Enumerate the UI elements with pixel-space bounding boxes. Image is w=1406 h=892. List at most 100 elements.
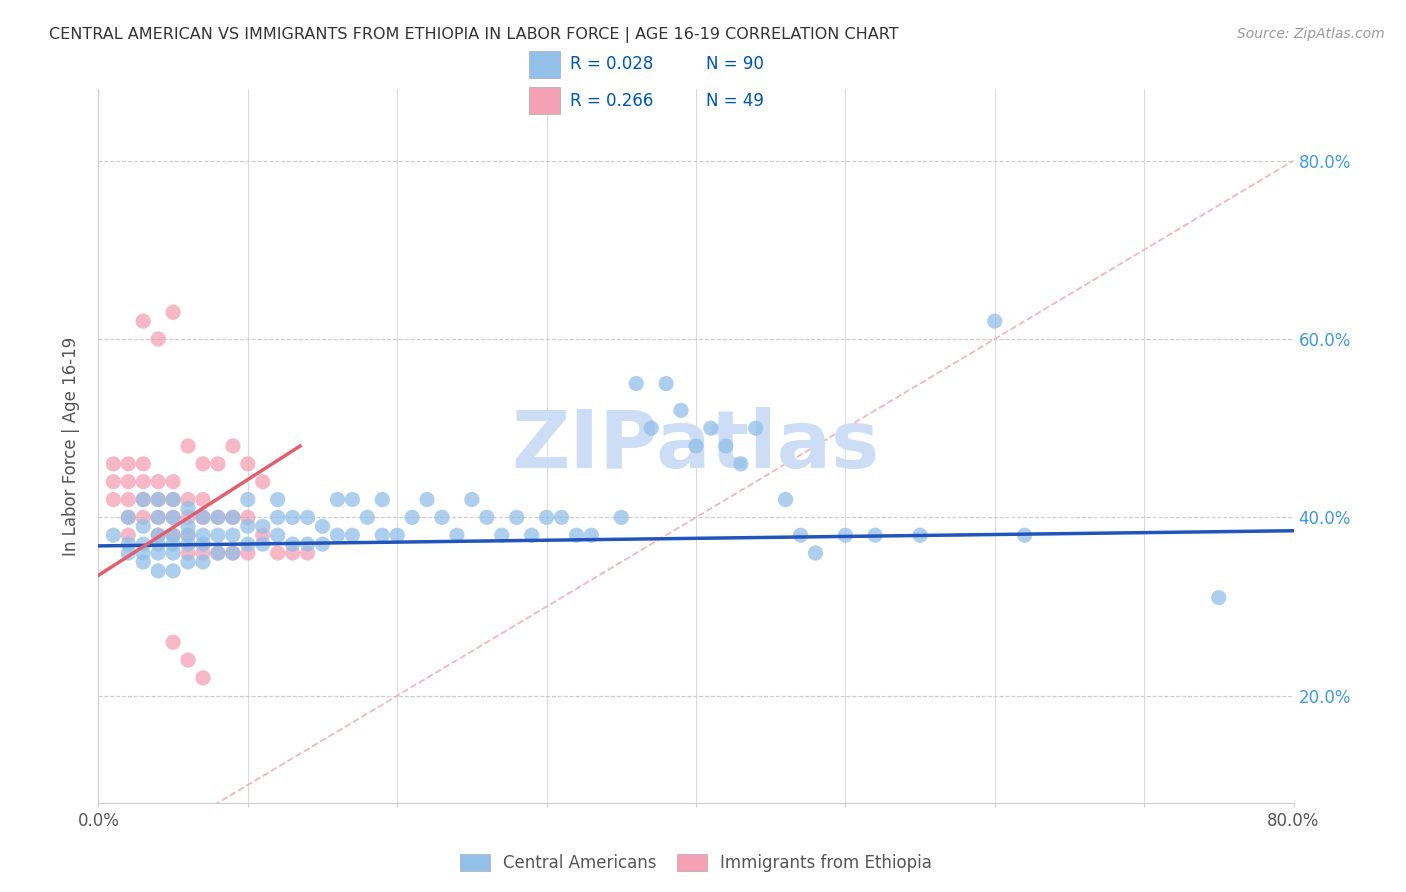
Point <box>311 537 333 551</box>
Point <box>103 492 125 507</box>
Point <box>267 510 290 524</box>
Point <box>236 492 259 507</box>
Point <box>252 537 274 551</box>
Point <box>117 457 139 471</box>
Point <box>297 537 319 551</box>
Point <box>191 510 214 524</box>
Point <box>281 546 304 560</box>
Point <box>207 546 229 560</box>
Point <box>132 492 155 507</box>
Point <box>103 475 125 489</box>
Point <box>297 546 319 560</box>
Point <box>207 546 229 560</box>
Text: ZIPatlas: ZIPatlas <box>512 407 880 485</box>
Point <box>222 510 245 524</box>
Point <box>908 528 931 542</box>
Point <box>804 546 827 560</box>
Point <box>236 519 259 533</box>
Point <box>461 492 484 507</box>
Bar <box>530 87 561 114</box>
Point <box>669 403 692 417</box>
Point <box>103 457 125 471</box>
Text: N = 49: N = 49 <box>706 92 763 110</box>
Point <box>475 510 498 524</box>
Point <box>117 537 139 551</box>
Point <box>132 537 155 551</box>
Point <box>207 510 229 524</box>
Point <box>162 528 184 542</box>
Point <box>177 501 200 516</box>
Point <box>401 510 423 524</box>
Point <box>222 546 245 560</box>
Point <box>148 564 170 578</box>
Point <box>745 421 768 435</box>
Point <box>865 528 887 542</box>
Point <box>191 528 214 542</box>
Point <box>148 332 170 346</box>
Point <box>297 510 319 524</box>
Point <box>252 519 274 533</box>
Point <box>565 528 588 542</box>
Point <box>252 528 274 542</box>
Point <box>984 314 1007 328</box>
Point <box>162 546 184 560</box>
Point <box>148 510 170 524</box>
Y-axis label: In Labor Force | Age 16-19: In Labor Force | Age 16-19 <box>62 336 80 556</box>
Point <box>177 528 200 542</box>
Point <box>103 528 125 542</box>
Point <box>177 519 200 533</box>
Point <box>132 555 155 569</box>
Point <box>222 510 245 524</box>
Point <box>117 510 139 524</box>
Point <box>222 528 245 542</box>
Point <box>640 421 662 435</box>
Point <box>655 376 678 391</box>
Point <box>132 510 155 524</box>
Point <box>177 546 200 560</box>
Point <box>162 492 184 507</box>
Point <box>252 475 274 489</box>
Point <box>491 528 513 542</box>
Point <box>177 510 200 524</box>
Point <box>506 510 529 524</box>
Bar <box>530 51 561 78</box>
Point <box>148 492 170 507</box>
Point <box>834 528 856 542</box>
Point <box>326 528 349 542</box>
Point <box>207 457 229 471</box>
Point <box>132 475 155 489</box>
Point <box>177 528 200 542</box>
Point <box>148 546 170 560</box>
Point <box>191 671 214 685</box>
Point <box>177 492 200 507</box>
Point <box>191 492 214 507</box>
Point <box>430 510 453 524</box>
Point <box>520 528 543 542</box>
Point <box>162 564 184 578</box>
Point <box>191 555 214 569</box>
Point <box>162 305 184 319</box>
Point <box>207 528 229 542</box>
Point <box>132 546 155 560</box>
Point <box>117 475 139 489</box>
Legend: Central Americans, Immigrants from Ethiopia: Central Americans, Immigrants from Ethio… <box>451 846 941 880</box>
Point <box>132 519 155 533</box>
Point <box>267 492 290 507</box>
Point <box>342 492 364 507</box>
Point <box>385 528 409 542</box>
Point <box>1014 528 1036 542</box>
Point <box>536 510 558 524</box>
Point <box>162 510 184 524</box>
Point <box>236 537 259 551</box>
Point <box>177 653 200 667</box>
Point <box>117 546 139 560</box>
Point <box>132 457 155 471</box>
Point <box>148 528 170 542</box>
Point <box>281 510 304 524</box>
Point <box>191 457 214 471</box>
Text: R = 0.028: R = 0.028 <box>569 55 652 73</box>
Point <box>714 439 737 453</box>
Point <box>730 457 752 471</box>
Point <box>162 510 184 524</box>
Text: R = 0.266: R = 0.266 <box>569 92 652 110</box>
